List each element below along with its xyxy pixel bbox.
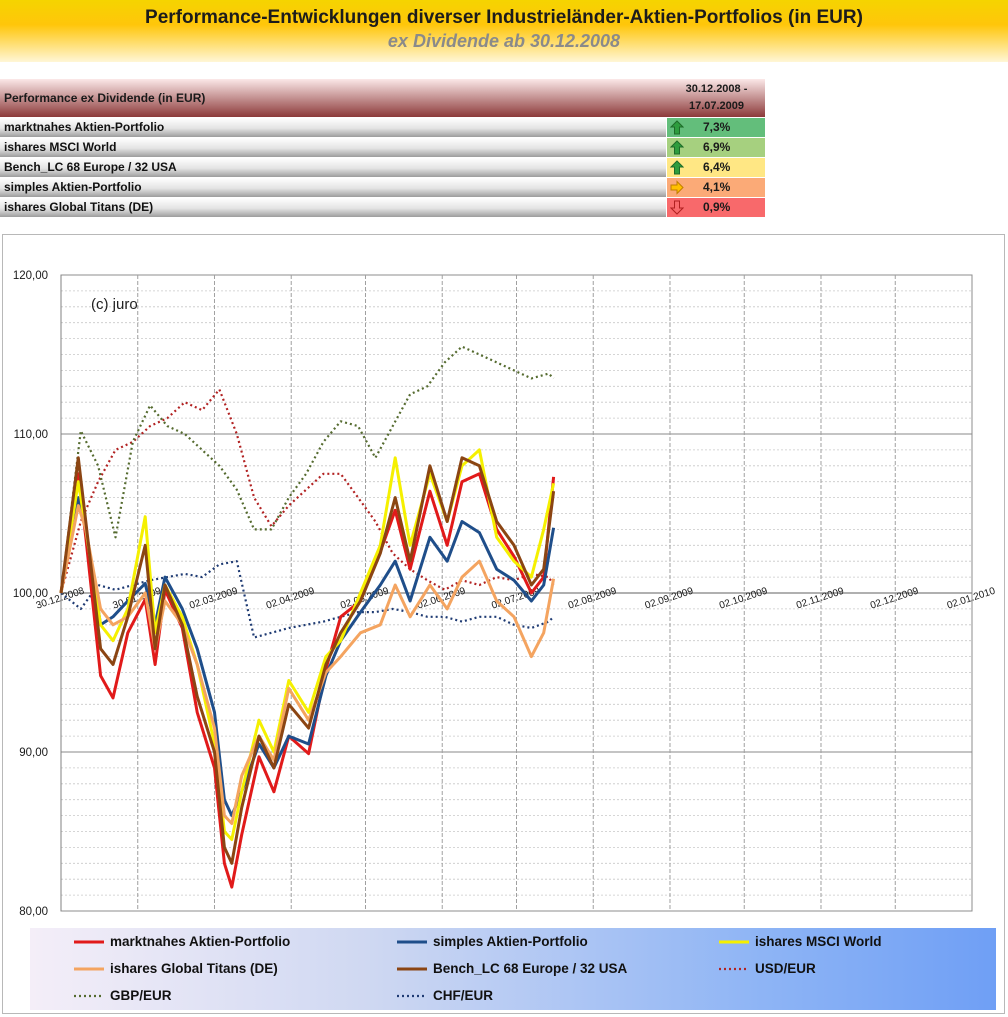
performance-row: ishares Global Titans (DE) 0,9% [0,198,765,217]
performance-table-header: Performance ex Dividende (in EUR) 30.12.… [0,79,765,117]
green-up-arrow-icon [670,160,684,175]
portfolio-name: ishares MSCI World [0,138,666,157]
period-start: 30.12.2008 - [685,83,748,95]
performance-value-cell: 6,4% [667,158,765,177]
legend-swatch [74,994,104,998]
legend-label: ishares Global Titans (DE) [110,961,278,976]
performance-value-cell: 6,9% [667,138,765,157]
performance-row: ishares MSCI World 6,9% [0,138,765,157]
portfolio-name: marktnahes Aktien-Portfolio [0,118,666,137]
legend-swatch [397,967,427,971]
y-tick-label: 100,00 [13,588,48,600]
period-end: 17.07.2009 [688,100,745,112]
portfolio-name: ishares Global Titans (DE) [0,198,666,217]
portfolio-name: Bench_LC 68 Europe / 32 USA [0,158,666,177]
y-tick-label: 120,00 [13,270,48,282]
y-tick-label: 90,00 [19,747,48,759]
legend-label: CHF/EUR [433,988,493,1003]
performance-value-cell: 0,9% [667,198,765,217]
legend-swatch [397,940,427,944]
legend-swatch [719,940,749,944]
legend-label: marktnahes Aktien-Portfolio [110,934,291,949]
legend-swatch [719,967,749,971]
chart-subtitle: ex Dividende ab 30.12.2008 [387,31,621,51]
series-line [59,504,556,825]
series-line [59,456,556,865]
performance-row: Bench_LC 68 Europe / 32 USA 6,4% [0,158,765,177]
legend-swatch [74,940,104,944]
title-bar: Performance-Entwicklungen diverser Indus… [0,0,1008,62]
performance-value-cell: 7,3% [667,118,765,137]
legend-label: ishares MSCI World [755,934,882,949]
green-up-arrow-icon [670,120,684,135]
green-up-arrow-icon [670,140,684,155]
legend-swatch [397,994,427,998]
performance-header-label: Performance ex Dividende (in EUR) [4,91,206,105]
performance-period: 30.12.2008 - 17.07.2009 [668,81,765,115]
performance-value: 0,9% [703,200,731,214]
legend-label: Bench_LC 68 Europe / 32 USA [433,961,628,976]
chart-watermark: (c) juro [91,296,138,313]
performance-value: 4,1% [703,180,731,194]
performance-value: 6,9% [703,140,731,154]
orange-right-arrow-icon [670,180,684,195]
series-line [59,472,556,889]
legend-label: simples Aktien-Portfolio [433,934,588,949]
performance-row: simples Aktien-Portfolio 4,1% [0,178,765,197]
performance-value-cell: 4,1% [667,178,765,197]
performance-row: marktnahes Aktien-Portfolio 7,3% [0,118,765,137]
series-line [59,345,555,594]
portfolio-name: simples Aktien-Portfolio [0,178,666,197]
chart-title: Performance-Entwicklungen diverser Indus… [145,7,863,28]
legend-label: USD/EUR [755,961,816,976]
y-tick-label: 110,00 [14,429,48,441]
performance-value: 7,3% [703,120,731,134]
red-down-arrow-icon [670,200,684,215]
y-tick-label: 80,00 [19,906,48,918]
legend-label: GBP/EUR [110,988,172,1003]
performance-value: 6,4% [703,160,731,174]
chart-legend: marktnahes Aktien-Portfolio simples Akti… [30,928,996,1010]
series-line [59,448,556,841]
legend-swatch [74,967,104,971]
series-line [59,496,556,818]
